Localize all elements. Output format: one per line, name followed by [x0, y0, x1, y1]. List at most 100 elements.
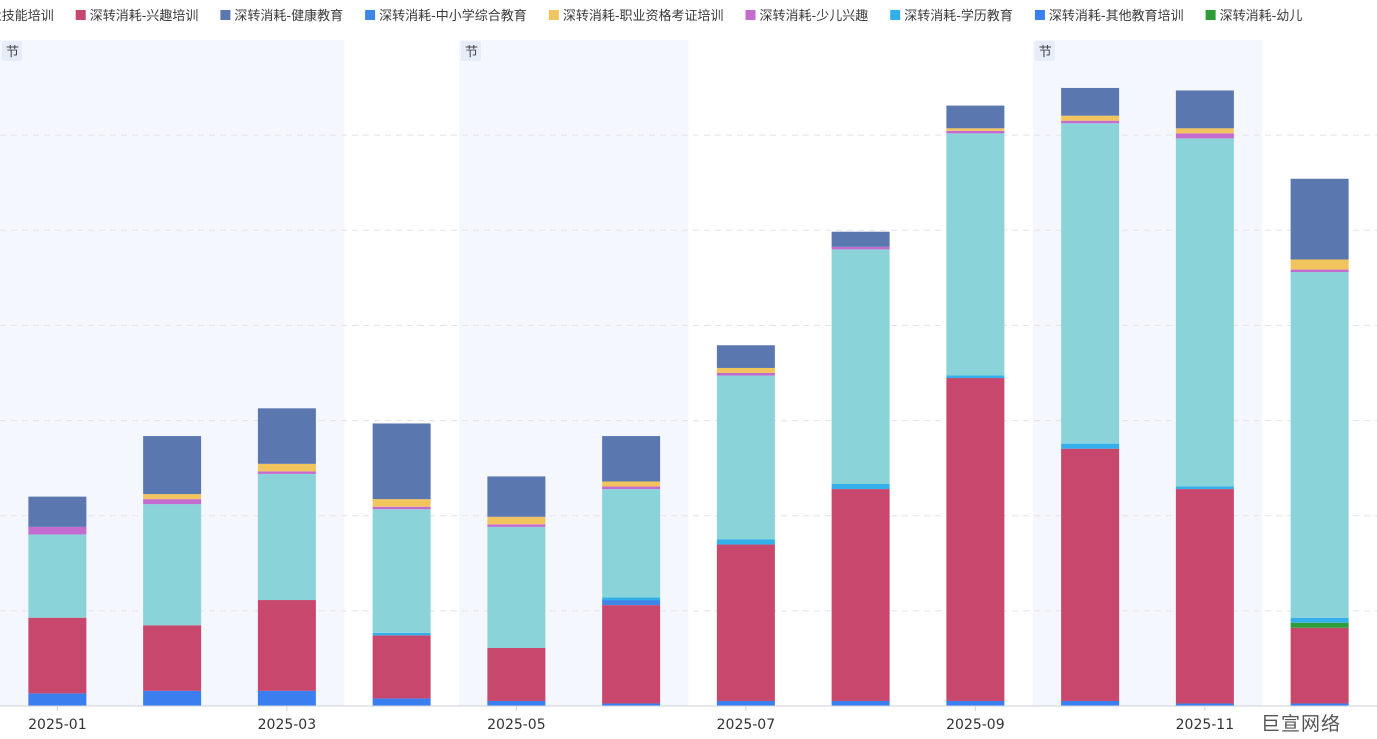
bar-segment[interactable] — [1061, 448, 1120, 701]
bar-segment[interactable] — [143, 494, 202, 500]
bar-segment[interactable] — [28, 526, 87, 535]
bar-segment[interactable] — [143, 499, 202, 505]
band-label: 节 — [465, 45, 478, 60]
bar-segment[interactable] — [1175, 486, 1234, 490]
legend-item-label[interactable]: 深转消耗-少儿兴趣 — [760, 9, 869, 24]
bar-segment[interactable] — [1290, 617, 1349, 623]
bar-segment[interactable] — [831, 249, 890, 484]
bar-segment[interactable] — [831, 246, 890, 250]
bar-segment[interactable] — [1061, 120, 1120, 124]
x-tick-label: 2025-01 — [28, 717, 87, 733]
bar-segment[interactable] — [257, 690, 316, 706]
legend-item-label[interactable]: 深转消耗-其他教育培训 — [1049, 8, 1184, 24]
bar-segment[interactable] — [716, 544, 775, 701]
bar-segment[interactable] — [372, 506, 431, 510]
bar-segment[interactable] — [831, 489, 890, 701]
x-tick-label: 2025-11 — [1176, 717, 1235, 733]
bar-segment[interactable] — [257, 600, 316, 691]
bar-segment[interactable] — [831, 700, 890, 706]
bar-segment[interactable] — [602, 489, 661, 598]
band-label: 节 — [1039, 45, 1052, 60]
bar-segment[interactable] — [487, 516, 546, 525]
bar-segment[interactable] — [946, 130, 1005, 134]
legend-item-label[interactable]: 深转消耗-幼儿 — [1220, 9, 1303, 24]
legend-item-label[interactable]: 深转消耗-中小学综合教育 — [379, 8, 527, 24]
x-tick-label: 2025-05 — [487, 717, 546, 733]
bar-segment[interactable] — [946, 378, 1005, 701]
watermark — [895, 244, 906, 265]
bar-segment[interactable] — [716, 700, 775, 706]
bar-segment[interactable] — [1061, 123, 1120, 444]
bar-segment[interactable] — [1290, 272, 1349, 618]
bar-segment[interactable] — [602, 703, 661, 706]
bar-segment[interactable] — [1290, 269, 1349, 273]
bar-segment[interactable] — [831, 484, 890, 490]
legend-item-label[interactable]: 深转消耗-健康教育 — [234, 8, 343, 24]
bar-segment[interactable] — [143, 690, 202, 706]
bar-segment[interactable] — [602, 600, 661, 606]
legend-swatch — [365, 10, 376, 20]
bar-segment[interactable] — [487, 700, 546, 706]
bar-segment[interactable] — [143, 436, 202, 495]
bar-segment[interactable] — [1290, 627, 1349, 704]
bar-segment[interactable] — [257, 473, 316, 601]
bar-segment[interactable] — [716, 367, 775, 373]
bar-segment[interactable] — [946, 133, 1005, 376]
bar-segment[interactable] — [602, 481, 661, 487]
bar-segment[interactable] — [1290, 259, 1349, 270]
bar-segment[interactable] — [946, 700, 1005, 706]
bar-segment[interactable] — [602, 486, 661, 490]
bar-segment[interactable] — [716, 375, 775, 540]
bar-segment[interactable] — [1175, 128, 1234, 134]
legend-swatch — [745, 10, 756, 20]
bar-segment[interactable] — [372, 499, 431, 507]
bar-segment[interactable] — [372, 632, 431, 636]
bar-segment[interactable] — [831, 231, 890, 247]
bar-segment[interactable] — [602, 597, 661, 601]
bar-segment[interactable] — [716, 345, 775, 368]
bar-segment[interactable] — [1175, 138, 1234, 487]
bar-segment[interactable] — [487, 526, 546, 648]
legend-item-label[interactable]: 深转消耗-职业资格考证培训 — [563, 8, 724, 24]
bar-segment[interactable] — [946, 375, 1005, 379]
bar-segment[interactable] — [1061, 87, 1120, 116]
bar-segment[interactable] — [602, 436, 661, 482]
bar-segment[interactable] — [257, 471, 316, 474]
bar-segment[interactable] — [602, 605, 661, 704]
bar-segment[interactable] — [946, 105, 1005, 129]
bar-segment[interactable] — [1290, 622, 1349, 628]
x-tick-label: 2025-09 — [946, 717, 1005, 733]
bar-segment[interactable] — [143, 504, 202, 626]
bar-segment[interactable] — [372, 698, 431, 706]
bar-segment[interactable] — [257, 463, 316, 472]
bar-segment[interactable] — [1061, 443, 1120, 449]
legend-item-label[interactable]: 深转消耗-职业技能培训 — [0, 8, 54, 24]
bar-segment[interactable] — [946, 128, 1005, 131]
legend-item-label[interactable]: 深转消耗-兴趣培训 — [90, 8, 199, 24]
legend-swatch — [220, 10, 231, 20]
bar-segment[interactable] — [487, 647, 546, 701]
bar-segment[interactable] — [487, 524, 546, 527]
bar-segment[interactable] — [1175, 90, 1234, 129]
bar-segment[interactable] — [1061, 700, 1120, 706]
legend[interactable]: 深转消耗-职业技能培训 深转消耗-兴趣培训 深转消耗-健康教育 深转消耗-中小学综合教… — [0, 8, 1302, 24]
bar-segment[interactable] — [372, 635, 431, 699]
bar-segment[interactable] — [1290, 178, 1349, 260]
bar-segment[interactable] — [716, 373, 775, 376]
bar-segment[interactable] — [28, 617, 87, 694]
bar-segment[interactable] — [1061, 115, 1120, 121]
bar-segment[interactable] — [257, 408, 316, 464]
bar-segment[interactable] — [487, 476, 546, 517]
bar-segment[interactable] — [143, 625, 202, 691]
bar-segment[interactable] — [372, 423, 431, 500]
bar-segment[interactable] — [1175, 703, 1234, 706]
bar-segment[interactable] — [28, 534, 87, 618]
bar-segment[interactable] — [1290, 703, 1349, 706]
bar-segment[interactable] — [716, 539, 775, 545]
bar-segment[interactable] — [28, 496, 87, 527]
bar-segment[interactable] — [28, 693, 87, 706]
bar-segment[interactable] — [372, 509, 431, 633]
bar-segment[interactable] — [1175, 133, 1234, 139]
legend-item-label[interactable]: 深转消耗-学历教育 — [904, 8, 1013, 24]
bar-segment[interactable] — [1175, 489, 1234, 704]
